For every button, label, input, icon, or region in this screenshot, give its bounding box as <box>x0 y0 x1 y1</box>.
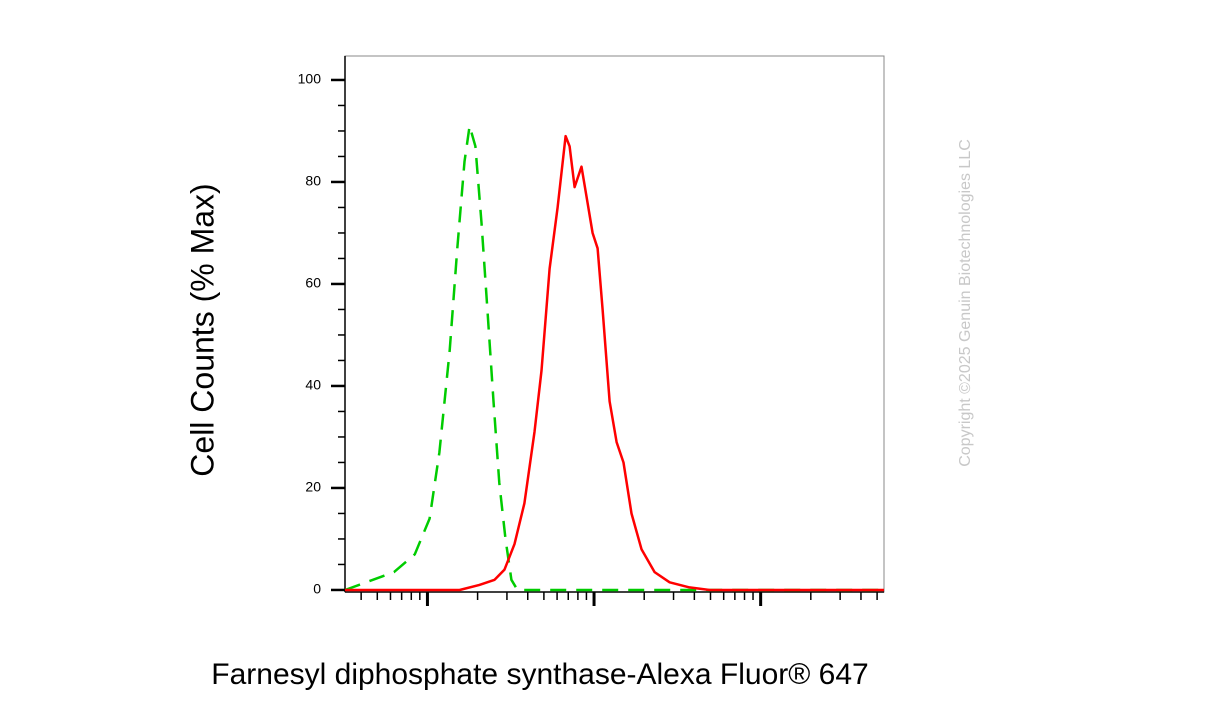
histogram-line <box>344 124 884 592</box>
y-tick-label: 20 <box>305 479 321 495</box>
x-axis-label: Farnesyl diphosphate synthase-Alexa Fluo… <box>211 658 868 691</box>
y-tick-label: 100 <box>298 71 322 87</box>
y-tick-label: 40 <box>305 377 321 393</box>
histogram-line <box>345 134 884 592</box>
y-tick-label: 60 <box>305 275 321 291</box>
y-axis-label: Cell Counts (% Max) <box>184 183 220 476</box>
plot-frame <box>344 55 885 593</box>
y-tick-label: 80 <box>305 173 321 189</box>
y-tick-label: 0 <box>313 581 321 597</box>
watermark: Copyright ©2025 Genuin Biotechnologies L… <box>957 139 974 467</box>
